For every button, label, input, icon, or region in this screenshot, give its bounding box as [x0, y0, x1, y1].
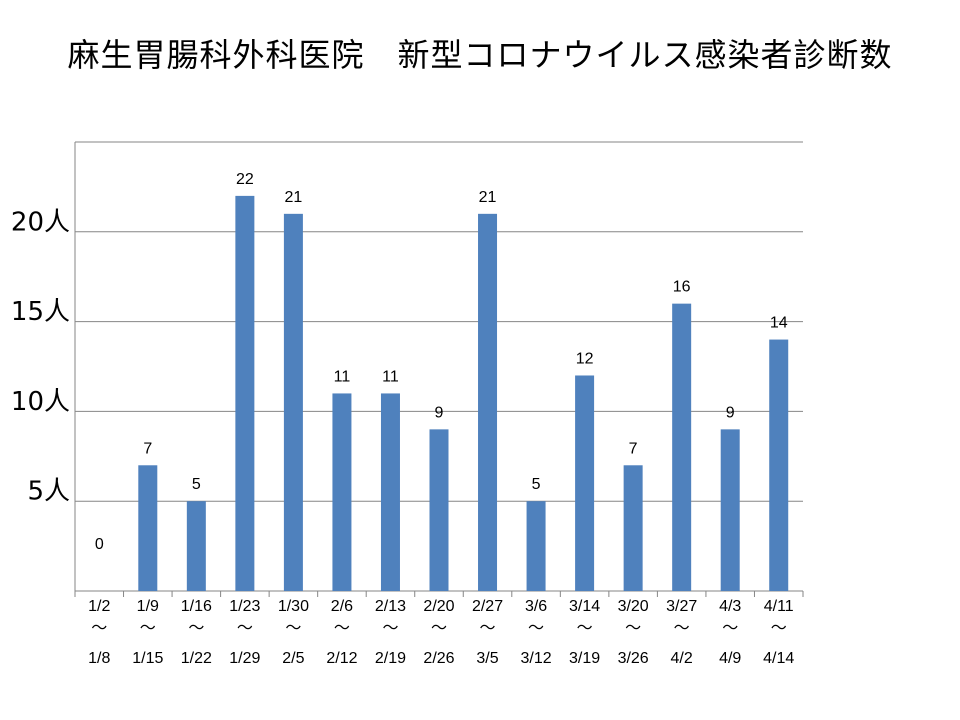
x-tick-label-start: 1/30 [278, 598, 309, 615]
bar [526, 501, 546, 591]
data-label: 5 [532, 476, 541, 493]
x-tick-label-end: 1/22 [181, 650, 212, 667]
bar [478, 213, 498, 591]
data-label: 7 [629, 440, 638, 457]
x-tick-label-start: 3/14 [569, 598, 600, 615]
x-tick-label-start: 1/2 [88, 598, 110, 615]
x-tick-label-start: 2/13 [375, 598, 406, 615]
bar [623, 465, 643, 591]
x-tick-label-end: 4/14 [763, 650, 794, 667]
x-tick-label-end: 1/29 [229, 650, 260, 667]
y-tick-label: 5人 [27, 477, 70, 507]
data-label: 21 [285, 189, 303, 206]
data-label: 9 [726, 404, 735, 421]
x-tick-label-end: 3/26 [618, 650, 649, 667]
x-tick-label-end: 3/19 [569, 650, 600, 667]
x-tick-label-start: 2/6 [331, 598, 353, 615]
data-label: 12 [576, 350, 594, 367]
data-label: 7 [143, 440, 152, 457]
x-tick-label-start: 4/3 [719, 598, 741, 615]
x-tick-label-start: 4/11 [764, 598, 794, 615]
y-tick-label: 15人 [11, 297, 70, 327]
data-label: 22 [236, 171, 254, 188]
x-tick-label-end: 4/9 [719, 650, 741, 667]
x-tick-label-separator: ～ [577, 618, 593, 637]
data-label: 16 [673, 279, 691, 296]
x-tick-label-start: 1/23 [229, 598, 260, 615]
bar [575, 375, 595, 591]
x-tick-label-separator: ～ [382, 618, 398, 637]
bar [283, 213, 303, 591]
bar [138, 465, 158, 591]
x-tick-label-start: 2/27 [472, 598, 503, 615]
x-tick-label-separator: ～ [237, 618, 253, 637]
x-tick-label-separator: ～ [625, 618, 641, 637]
x-tick-label-separator: ～ [188, 618, 204, 637]
x-tick-label-start: 1/9 [137, 598, 159, 615]
bar [672, 303, 692, 591]
data-label: 11 [334, 368, 351, 385]
x-tick-label-separator: ～ [480, 618, 496, 637]
x-tick-label-separator: ～ [334, 618, 350, 637]
x-tick-label-separator: ～ [91, 618, 107, 637]
bar [332, 393, 352, 591]
bar [235, 195, 255, 591]
x-tick-label-start: 3/27 [666, 598, 697, 615]
data-label: 14 [770, 315, 788, 332]
x-tick-label-separator: ～ [722, 618, 738, 637]
y-tick-label: 20人 [11, 207, 70, 237]
data-label: 11 [382, 368, 399, 385]
data-label: 21 [479, 189, 497, 206]
x-tick-label-separator: ～ [140, 618, 156, 637]
x-tick-label-separator: ～ [528, 618, 544, 637]
x-tick-label-end: 2/12 [326, 650, 357, 667]
x-tick-label-start: 2/20 [423, 598, 454, 615]
x-tick-label-end: 2/5 [282, 650, 304, 667]
x-tick-label-end: 2/19 [375, 650, 406, 667]
bar [429, 429, 449, 591]
chart-title: 麻生胃腸科外科医院 新型コロナウイルス感染者診断数 [67, 36, 893, 74]
data-label: 9 [435, 404, 444, 421]
x-tick-label-end: 1/8 [88, 650, 110, 667]
x-tick-label-end: 1/15 [132, 650, 163, 667]
x-tick-label-start: 1/16 [181, 598, 212, 615]
x-tick-label-start: 3/6 [525, 598, 547, 615]
x-tick-label-separator: ～ [431, 618, 447, 637]
bar [186, 501, 206, 591]
x-tick-label-end: 4/2 [671, 650, 693, 667]
x-tick-label-start: 3/20 [618, 598, 649, 615]
bar [380, 393, 400, 591]
bar [720, 429, 740, 591]
x-tick-label-separator: ～ [674, 618, 690, 637]
data-label: 5 [192, 476, 201, 493]
x-tick-label-end: 2/26 [423, 650, 454, 667]
x-tick-label-end: 3/5 [476, 650, 498, 667]
x-tick-label-separator: ～ [771, 618, 787, 637]
y-tick-label: 10人 [11, 387, 70, 417]
x-tick-label-end: 3/12 [520, 650, 551, 667]
data-label: 0 [95, 536, 104, 553]
x-tick-label-separator: ～ [285, 618, 301, 637]
bar [769, 339, 789, 591]
